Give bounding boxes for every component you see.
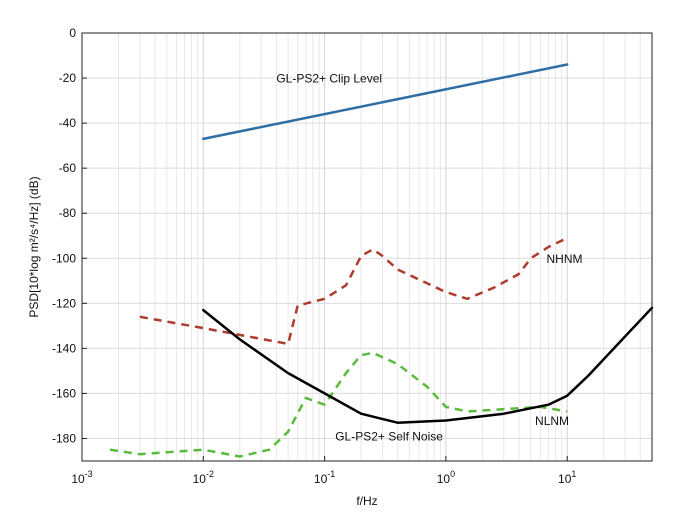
x-tick-label-exponent: 1 bbox=[571, 469, 576, 479]
y-tick-label: -20 bbox=[59, 71, 77, 85]
annotation-label: GL-PS2+ Self Noise bbox=[335, 430, 443, 444]
x-tick-label: 100 bbox=[437, 469, 455, 486]
y-tick-label: -160 bbox=[52, 386, 76, 400]
x-tick-label-exponent: -1 bbox=[327, 469, 335, 479]
plot-frame bbox=[81, 32, 653, 462]
x-tick-label-exponent: -3 bbox=[85, 469, 93, 479]
y-tick-label: -140 bbox=[52, 341, 76, 355]
series-line-nlnm bbox=[109, 351, 568, 458]
annotation-label: NHNM bbox=[547, 252, 583, 266]
y-tick-label: -60 bbox=[59, 161, 77, 175]
x-tick-label-base: 10 bbox=[193, 472, 207, 486]
x-tick-label: 101 bbox=[558, 469, 576, 486]
y-tick-label: -40 bbox=[59, 116, 77, 130]
x-tick-label-base: 10 bbox=[437, 472, 451, 486]
x-tick-label: 10-2 bbox=[193, 469, 214, 486]
y-tick-label: -180 bbox=[52, 431, 76, 445]
y-tick-label: 0 bbox=[69, 26, 76, 40]
annotation-label: NLNM bbox=[535, 414, 569, 428]
x-tick-label: 10-1 bbox=[314, 469, 335, 486]
x-tick-label: 10-3 bbox=[71, 469, 92, 486]
x-tick-label-base: 10 bbox=[314, 472, 328, 486]
series-lines bbox=[109, 63, 654, 458]
x-tick-label-exponent: -2 bbox=[206, 469, 214, 479]
x-axis-title: f/Hz bbox=[356, 494, 377, 508]
x-tick-label-base: 10 bbox=[558, 472, 572, 486]
x-tick-label-base: 10 bbox=[71, 472, 85, 486]
series-line-gl-ps2-clip-level bbox=[202, 63, 569, 141]
annotation-label: GL-PS2+ Clip Level bbox=[276, 72, 382, 86]
y-tick-label: -100 bbox=[52, 251, 76, 265]
x-tick-label-exponent: 0 bbox=[450, 469, 455, 479]
y-tick-label: -80 bbox=[59, 206, 77, 220]
y-axis-title: PSD[10*log m²/s⁴/Hz] (dB) bbox=[27, 176, 41, 317]
series-line-gl-ps2-self-noise bbox=[202, 306, 654, 424]
grid bbox=[81, 32, 653, 461]
series-line-nhnm bbox=[139, 236, 568, 346]
y-tick-label: -120 bbox=[52, 296, 76, 310]
annotations: GL-PS2+ Clip Level NHNM NLNM GL-PS2+ Self N… bbox=[276, 72, 582, 444]
